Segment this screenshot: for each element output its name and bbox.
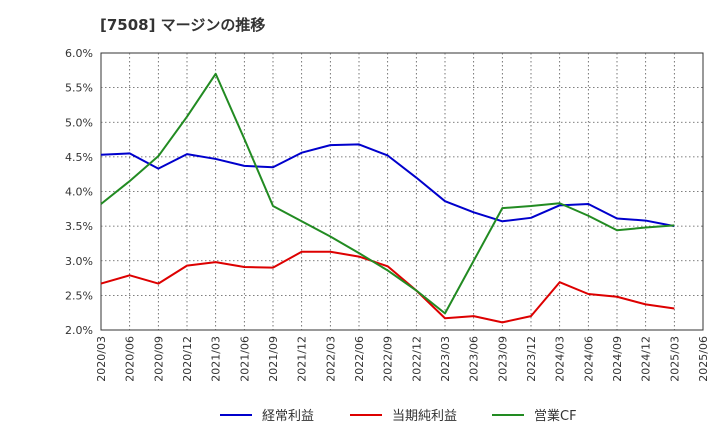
series-layer (100, 72, 675, 324)
x-tick-label: 2023/06 (468, 336, 481, 382)
x-tick-label: 2023/03 (439, 336, 452, 382)
x-tick-label: 2021/06 (238, 336, 251, 382)
x-tick-label: 2020/03 (95, 336, 108, 382)
x-tick-label: 2020/06 (124, 336, 137, 382)
chart-title: [7508] マージンの推移 (100, 16, 265, 34)
x-tick-label: 2021/03 (210, 336, 223, 382)
x-tick-label: 2020/12 (181, 336, 194, 382)
y-tick-label: 2.5% (65, 289, 93, 302)
y-tick-label: 2.0% (65, 324, 93, 337)
series-line-1 (100, 250, 675, 324)
x-tick-label: 2022/09 (382, 336, 395, 382)
x-axis: 2020/03 2020/06 2020/09 2020/12 2021/03 2021/… (95, 336, 710, 382)
x-tick-label: 2020/09 (152, 336, 165, 382)
series-line-0 (100, 143, 675, 228)
y-axis: 6.0% 5.5% 5.0% 4.5% 4.0% 3.5% 3.0% 2.5% 2.0% (65, 47, 93, 337)
legend-label: 営業CF (534, 408, 577, 424)
y-tick-label: 3.0% (65, 255, 93, 268)
x-tick-label: 2021/09 (267, 336, 280, 382)
y-tick-label: 4.0% (65, 186, 93, 199)
legend: 経常利益 当期純利益 営業CF (220, 408, 577, 424)
series-line-2 (100, 72, 675, 315)
x-tick-label: 2025/03 (668, 336, 681, 382)
x-tick-label: 2024/03 (554, 336, 567, 382)
x-tick-label: 2021/12 (296, 336, 309, 382)
y-tick-label: 4.5% (65, 151, 93, 164)
x-tick-label: 2024/09 (611, 336, 624, 382)
x-tick-label: 2023/12 (525, 336, 538, 382)
x-tick-label: 2022/03 (324, 336, 337, 382)
x-tick-label: 2025/06 (697, 336, 710, 382)
x-tick-label: 2023/09 (496, 336, 509, 382)
x-tick-label: 2022/12 (410, 336, 423, 382)
y-tick-label: 5.0% (65, 116, 93, 129)
x-tick-label: 2022/06 (353, 336, 366, 382)
y-tick-label: 3.5% (65, 220, 93, 233)
x-tick-label: 2024/12 (640, 336, 653, 382)
x-tick-label: 2024/06 (582, 336, 595, 382)
legend-label: 経常利益 (262, 409, 314, 424)
y-tick-label: 6.0% (65, 47, 93, 60)
y-tick-label: 5.5% (65, 82, 93, 95)
legend-label: 当期純利益 (392, 409, 457, 424)
